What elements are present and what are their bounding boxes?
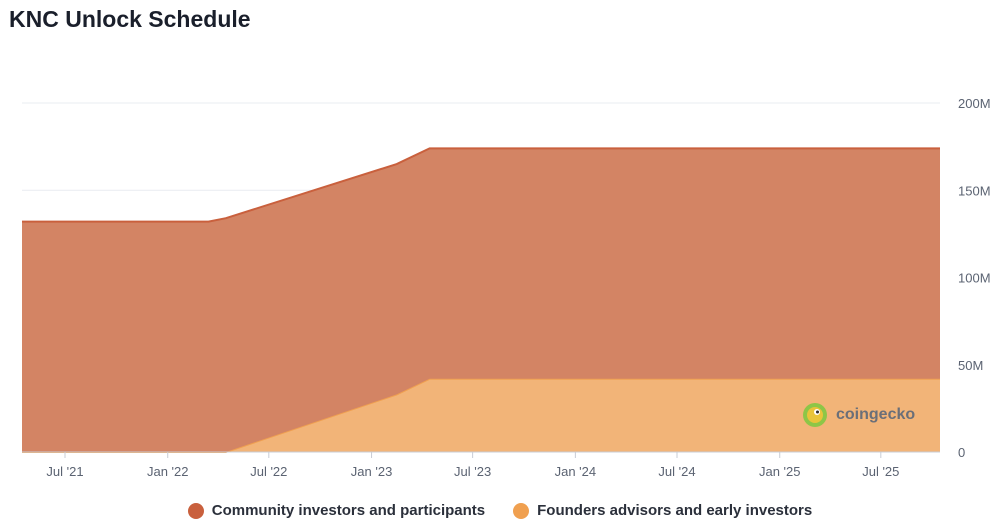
line-community: [22, 147, 940, 223]
x-tick-label: Jul '24: [658, 464, 695, 479]
x-tick-label: Jul '23: [454, 464, 491, 479]
y-tick-label: 0: [958, 445, 965, 460]
x-tick-label: Jan '22: [147, 464, 189, 479]
legend-label-founders: Founders advisors and early investors: [537, 502, 813, 519]
x-tick-label: Jan '24: [555, 464, 597, 479]
area-community[interactable]: [22, 148, 940, 452]
chart-canvas: 0 50M 100M 150M 200M Jul '21 Jan '22 Jul '22 Jan…: [22, 96, 991, 479]
x-tick-label: Jul '25: [862, 464, 899, 479]
x-tick-label: Jan '23: [351, 464, 393, 479]
legend-marker-community: [187, 502, 204, 519]
chart-legend: Community investors and participants Fou…: [0, 502, 1000, 519]
watermark-text: coingecko: [836, 406, 916, 423]
x-tick-label: Jul '21: [46, 464, 83, 479]
area-founders[interactable]: [22, 378, 940, 452]
legend-label-community: Community investors and participants: [211, 502, 486, 519]
y-tick-label: 200M: [958, 96, 991, 111]
coingecko-watermark: coingecko: [802, 402, 915, 428]
axes: 0 50M 100M 150M 200M Jul '21 Jan '22 Jul '22 Jan…: [22, 96, 991, 479]
gecko-logo-icon: [803, 403, 827, 427]
legend-item-founders[interactable]: Founders advisors and early investors: [513, 502, 812, 519]
chart-title: KNC Unlock Schedule: [9, 6, 251, 32]
x-tick-label: Jan '25: [759, 464, 801, 479]
y-tick-label: 100M: [958, 271, 991, 286]
y-tick-label: 150M: [958, 183, 991, 198]
y-tick-label: 50M: [958, 358, 983, 373]
legend-marker-founders: [513, 502, 530, 519]
legend-item-community[interactable]: Community investors and participants: [187, 502, 486, 519]
area-series[interactable]: [22, 147, 940, 453]
x-tick-label: Jul '22: [250, 464, 287, 479]
